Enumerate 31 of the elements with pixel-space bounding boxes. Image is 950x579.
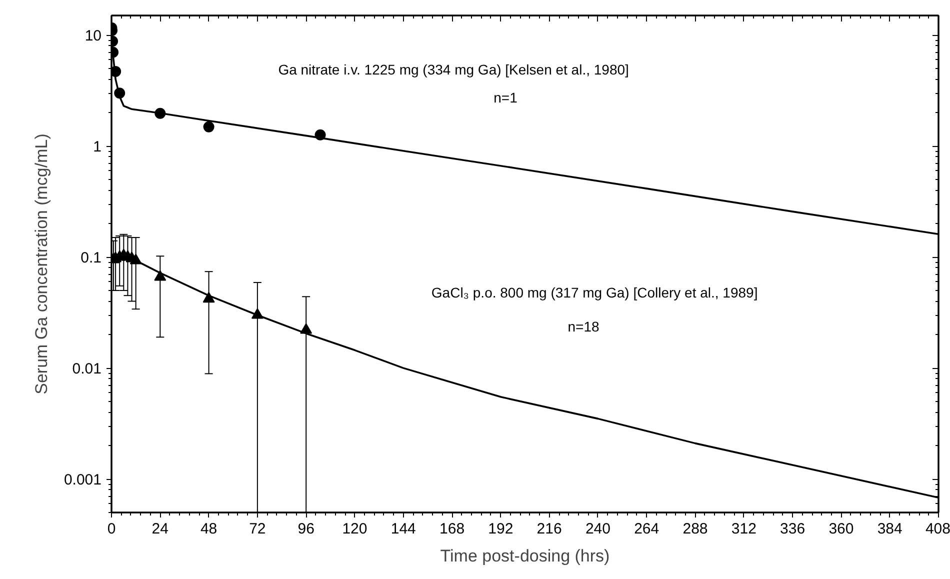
- x-tick-label: 384: [877, 520, 902, 538]
- x-tick-label: 72: [249, 520, 266, 538]
- x-tick-label: 360: [828, 520, 854, 538]
- annotation: n=1: [494, 90, 518, 106]
- y-tick-label: 10: [84, 28, 102, 45]
- x-tick-label: 336: [780, 520, 806, 538]
- x-axis-title: Time post-dosing (hrs): [440, 546, 610, 566]
- point: [203, 121, 214, 132]
- x-tick-label: 168: [440, 520, 465, 538]
- x-tick-label: 144: [390, 520, 416, 538]
- x-tick-label: 408: [925, 520, 950, 538]
- x-tick-label: 120: [342, 520, 368, 538]
- x-tick-label: 0: [107, 520, 116, 538]
- x-tick-label: 192: [488, 520, 514, 538]
- x-tick-label: 264: [634, 520, 660, 538]
- y-tick-label: 0.001: [64, 472, 102, 489]
- y-tick-label: 1: [93, 138, 102, 156]
- x-tick-label: 48: [200, 520, 218, 538]
- x-tick-label: 216: [536, 520, 562, 538]
- x-tick-label: 24: [152, 520, 168, 538]
- annotation: GaCl₃ p.o. 800 mg (317 mg Ga) [Collery et al., 1989]: [431, 284, 758, 300]
- point: [154, 270, 166, 281]
- y-tick-label: 0.01: [72, 360, 102, 378]
- y-axis-title: Serum Ga concentration (mcg/mL): [32, 134, 51, 394]
- annotation: Ga nitrate i.v. 1225 mg (334 mg Ga) [Kelsen et al., 1980]: [278, 62, 629, 78]
- y-tick-label: 0.1: [80, 250, 102, 267]
- annotation: n=18: [568, 318, 600, 334]
- x-tick-label: 240: [585, 520, 610, 538]
- x-tick-label: 96: [298, 520, 314, 538]
- x-tick-label: 288: [682, 520, 708, 538]
- x-tick-label: 312: [731, 520, 756, 538]
